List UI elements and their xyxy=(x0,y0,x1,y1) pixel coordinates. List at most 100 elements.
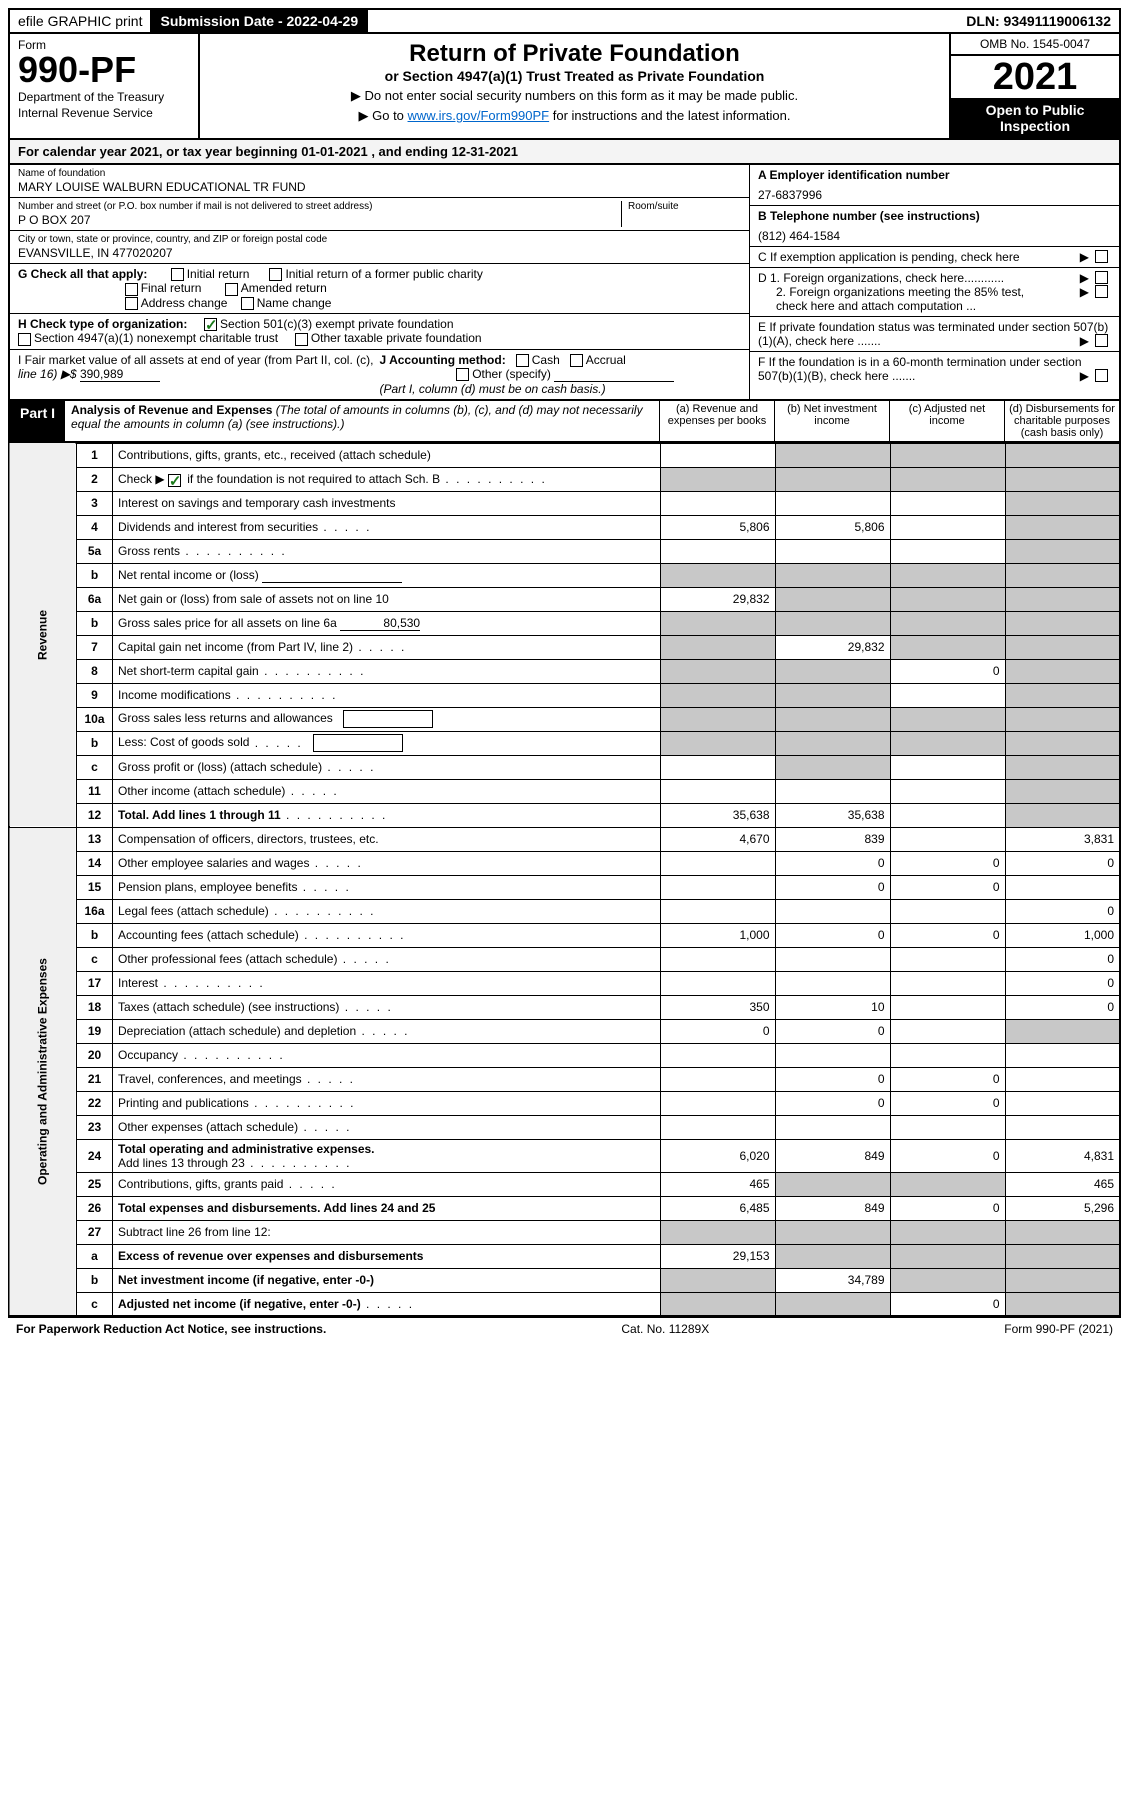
section-d: D 1. Foreign organizations, check here..… xyxy=(750,268,1119,317)
table-row: 7Capital gain net income (from Part IV, … xyxy=(9,635,1120,659)
form-title: Return of Private Foundation xyxy=(206,40,943,68)
goto-note: ▶ Go to www.irs.gov/Form990PF for instru… xyxy=(206,108,943,124)
city-val: EVANSVILLE, IN 477020207 xyxy=(18,246,741,260)
revenue-side-label: Revenue xyxy=(9,443,77,827)
foreign-85-checkbox[interactable] xyxy=(1095,285,1108,298)
schb-checkbox[interactable] xyxy=(168,474,181,487)
table-row: 12Total. Add lines 1 through 1135,63835,… xyxy=(9,803,1120,827)
table-row: 8Net short-term capital gain0 xyxy=(9,659,1120,683)
open-public: Open to Public Inspection xyxy=(951,98,1119,138)
table-row: 10aGross sales less returns and allowanc… xyxy=(9,707,1120,731)
revenue-expense-table: Revenue 1Contributions, gifts, grants, e… xyxy=(8,443,1121,1318)
other-method-checkbox[interactable] xyxy=(456,368,469,381)
section-c: C If exemption application is pending, c… xyxy=(750,247,1119,268)
page-footer: For Paperwork Reduction Act Notice, see … xyxy=(8,1317,1121,1340)
table-row: Operating and Administrative Expenses 13… xyxy=(9,827,1120,851)
expenses-side-label: Operating and Administrative Expenses xyxy=(9,827,77,1316)
room-label: Room/suite xyxy=(628,201,741,212)
calendar-year-row: For calendar year 2021, or tax year begi… xyxy=(8,140,1121,165)
cash-checkbox[interactable] xyxy=(516,354,529,367)
dln: DLN: 93491119006132 xyxy=(958,10,1119,32)
exemption-pending-checkbox[interactable] xyxy=(1095,250,1108,263)
form-header: Form 990-PF Department of the Treasury I… xyxy=(8,34,1121,140)
initial-former-checkbox[interactable] xyxy=(269,268,282,281)
accrual-checkbox[interactable] xyxy=(570,354,583,367)
table-row: 18Taxes (attach schedule) (see instructi… xyxy=(9,995,1120,1019)
table-row: aExcess of revenue over expenses and dis… xyxy=(9,1244,1120,1268)
table-row: 25Contributions, gifts, grants paid46546… xyxy=(9,1172,1120,1196)
dept-irs: Internal Revenue Service xyxy=(18,106,190,120)
table-row: bNet rental income or (loss) xyxy=(9,563,1120,587)
table-row: 22Printing and publications00 xyxy=(9,1091,1120,1115)
form-990pf: efile GRAPHIC print Submission Date - 20… xyxy=(0,0,1129,1348)
efile-label: efile GRAPHIC print xyxy=(10,10,152,32)
part-i-label: Part I xyxy=(10,401,65,441)
other-taxable-checkbox[interactable] xyxy=(295,333,308,346)
table-row: 3Interest on savings and temporary cash … xyxy=(9,491,1120,515)
section-f: F If the foundation is in a 60-month ter… xyxy=(750,352,1119,386)
table-row: 27Subtract line 26 from line 12: xyxy=(9,1220,1120,1244)
table-row: cGross profit or (loss) (attach schedule… xyxy=(9,755,1120,779)
table-row: bAccounting fees (attach schedule)1,0000… xyxy=(9,923,1120,947)
col-c-head: (c) Adjusted net income xyxy=(889,401,1004,441)
section-g: G Check all that apply: Initial return I… xyxy=(10,264,749,314)
form-subtitle: or Section 4947(a)(1) Trust Treated as P… xyxy=(206,68,943,84)
table-row: 19Depreciation (attach schedule) and dep… xyxy=(9,1019,1120,1043)
table-row: 17Interest0 xyxy=(9,971,1120,995)
section-h: H Check type of organization: Section 50… xyxy=(10,314,749,350)
table-row: 4Dividends and interest from securities5… xyxy=(9,515,1120,539)
table-row: 21Travel, conferences, and meetings00 xyxy=(9,1067,1120,1091)
table-row: 5aGross rents xyxy=(9,539,1120,563)
address-change-checkbox[interactable] xyxy=(125,297,138,310)
entity-info: Name of foundation MARY LOUISE WALBURN E… xyxy=(8,165,1121,401)
60month-checkbox[interactable] xyxy=(1095,369,1108,382)
section-e: E If private foundation status was termi… xyxy=(750,317,1119,352)
foundation-name-label: Name of foundation xyxy=(18,168,741,179)
submission-date: Submission Date - 2022-04-29 xyxy=(152,10,368,32)
phone-val: (812) 464-1584 xyxy=(758,229,1111,243)
table-row: cAdjusted net income (if negative, enter… xyxy=(9,1292,1120,1316)
ein-val: 27-6837996 xyxy=(758,188,1111,202)
ein-label: A Employer identification number xyxy=(758,168,950,182)
foundation-name: MARY LOUISE WALBURN EDUCATIONAL TR FUND xyxy=(18,180,741,194)
city-label: City or town, state or province, country… xyxy=(18,234,741,245)
status-terminated-checkbox[interactable] xyxy=(1095,334,1108,347)
address-val: P O BOX 207 xyxy=(18,213,621,227)
table-row: 26Total expenses and disbursements. Add … xyxy=(9,1196,1120,1220)
topbar: efile GRAPHIC print Submission Date - 20… xyxy=(8,8,1121,34)
col-b-head: (b) Net investment income xyxy=(774,401,889,441)
catalog-number: Cat. No. 11289X xyxy=(621,1322,709,1336)
table-row: 2Check ▶ if the foundation is not requir… xyxy=(9,467,1120,491)
table-row: bNet investment income (if negative, ent… xyxy=(9,1268,1120,1292)
initial-return-checkbox[interactable] xyxy=(171,268,184,281)
dept-treasury: Department of the Treasury xyxy=(18,90,190,104)
col-d-head: (d) Disbursements for charitable purpose… xyxy=(1004,401,1119,441)
table-row: bLess: Cost of goods sold xyxy=(9,731,1120,755)
final-return-checkbox[interactable] xyxy=(125,283,138,296)
table-row: 6aNet gain or (loss) from sale of assets… xyxy=(9,587,1120,611)
phone-label: B Telephone number (see instructions) xyxy=(758,209,980,223)
table-row: 15Pension plans, employee benefits00 xyxy=(9,875,1120,899)
name-change-checkbox[interactable] xyxy=(241,297,254,310)
foreign-org-checkbox[interactable] xyxy=(1095,271,1108,284)
4947a1-checkbox[interactable] xyxy=(18,333,31,346)
omb-number: OMB No. 1545-0047 xyxy=(951,34,1119,56)
table-row: 14Other employee salaries and wages000 xyxy=(9,851,1120,875)
table-row: cOther professional fees (attach schedul… xyxy=(9,947,1120,971)
table-row: Revenue 1Contributions, gifts, grants, e… xyxy=(9,443,1120,467)
table-row: 11Other income (attach schedule) xyxy=(9,779,1120,803)
fmv-value: 390,989 xyxy=(80,367,160,382)
501c3-checkbox[interactable] xyxy=(204,318,217,331)
section-i: I Fair market value of all assets at end… xyxy=(18,353,380,396)
part-i-header: Part I Analysis of Revenue and Expenses … xyxy=(8,401,1121,443)
table-row: 16aLegal fees (attach schedule)0 xyxy=(9,899,1120,923)
irs-link[interactable]: www.irs.gov/Form990PF xyxy=(408,108,550,123)
amended-return-checkbox[interactable] xyxy=(225,283,238,296)
table-row: 24Total operating and administrative exp… xyxy=(9,1139,1120,1172)
section-j: J Accounting method: Cash Accrual Other … xyxy=(380,353,742,396)
table-row: 9Income modifications xyxy=(9,683,1120,707)
form-ref: Form 990-PF (2021) xyxy=(1004,1322,1113,1336)
paperwork-notice: For Paperwork Reduction Act Notice, see … xyxy=(16,1322,326,1336)
table-row: 20Occupancy xyxy=(9,1043,1120,1067)
form-number: 990-PF xyxy=(18,52,190,88)
